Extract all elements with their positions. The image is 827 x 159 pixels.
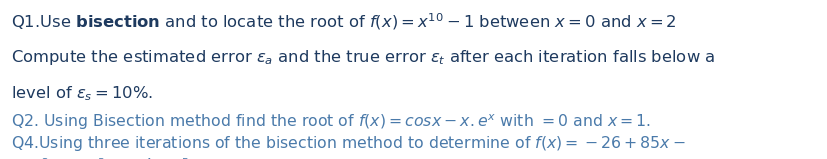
Text: level of $\epsilon_s = 10\%$.: level of $\epsilon_s = 10\%$. [11,84,153,103]
Text: Q2. Using Bisection method find the root of $f(x) = cosx - x.e^x$ with $= 0$ and: Q2. Using Bisection method find the root… [11,112,650,132]
Text: $91x^2 + 44x^3 - 8x^4 + x^5$. Employ initial guesses of $x_i = 0.5$ and $x_u = 1: $91x^2 + 44x^3 - 8x^4 + x^5$. Employ ini… [11,157,562,159]
Text: Q1.Use $\mathbf{bisection}$ and to locate the root of $f(x) = x^{10} - 1$ betwee: Q1.Use $\mathbf{bisection}$ and to locat… [11,11,676,32]
Text: Q4.Using three iterations of the bisection method to determine of $f(x) = -26 + : Q4.Using three iterations of the bisecti… [11,134,685,153]
Text: Compute the estimated error $\epsilon_a$ and the true error $\epsilon_t$ after e: Compute the estimated error $\epsilon_a$… [11,48,715,67]
